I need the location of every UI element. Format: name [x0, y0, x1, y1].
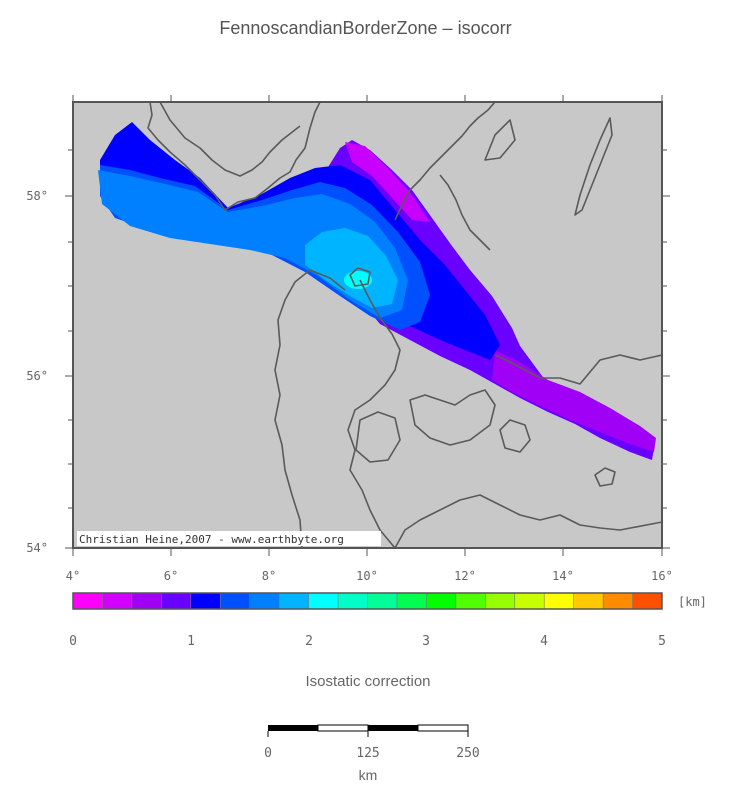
scale-bar: 0 125 250 km	[264, 724, 480, 783]
coast-oland	[574, 117, 613, 216]
longitude-labels: 4° 6° 8° 10° 12° 14° 16°	[66, 569, 673, 583]
isocorr-field	[98, 122, 656, 460]
map-title: FennoscandianBorderZone – isocorr	[219, 18, 512, 38]
field-sky-blue	[305, 228, 398, 308]
colorbar-tick-5: 5	[658, 634, 666, 649]
lat-label-58: 58°	[26, 189, 48, 203]
colorbar-swatch	[396, 593, 427, 609]
map-frame	[72, 101, 663, 549]
coast-funen	[355, 411, 401, 463]
lon-label-10: 10°	[356, 569, 378, 583]
colorbar-swatch	[249, 593, 280, 609]
scale-tick-125: 125	[356, 746, 379, 761]
colorbar-frame	[72, 592, 663, 610]
colorbar-swatch	[426, 593, 457, 609]
colorbar-tick-2: 2	[305, 634, 313, 649]
lon-label-14: 14°	[552, 569, 574, 583]
latitude-labels: 58° 56° 54°	[26, 189, 48, 555]
field-magenta-tip	[345, 142, 430, 222]
colorbar-swatch	[455, 593, 486, 609]
colorbar-tick-1: 1	[187, 634, 195, 649]
colorbar-swatch	[573, 593, 604, 609]
colorbar-swatch	[367, 593, 398, 609]
colorbar-swatch	[338, 593, 368, 609]
colorbar-swatch	[279, 593, 310, 609]
credit-text: Christian Heine,2007 - www.earthbyte.org	[79, 533, 344, 546]
colorbar-tick-4: 4	[540, 634, 548, 649]
field-violet-tail	[492, 350, 656, 452]
coast-sweden-lakes	[439, 174, 491, 251]
lat-label-56: 56°	[26, 369, 48, 383]
coast-gotland	[484, 119, 516, 161]
colorbar-ticks: 0 1 2 3 4 5	[69, 634, 666, 649]
colorbar-label: Isostatic correction	[305, 673, 430, 690]
scale-segment-3	[368, 725, 418, 731]
colorbar-swatch	[632, 593, 663, 609]
map-panel: Christian Heine,2007 - www.earthbyte.org	[65, 95, 670, 556]
lon-label-12: 12°	[454, 569, 476, 583]
scale-unit: km	[359, 767, 378, 783]
colorbar: [km] 0 1 2 3 4 5 Isostatic correction	[69, 592, 707, 690]
coast-sweden-south	[494, 354, 663, 385]
colorbar-swatch	[131, 593, 162, 609]
colorbar-swatch	[73, 593, 103, 609]
coast-rugen	[499, 419, 531, 453]
colorbar-swatch	[514, 593, 545, 609]
credit-box	[77, 531, 381, 546]
colorbar-swatch	[102, 593, 133, 609]
colorbar-tick-3: 3	[422, 634, 430, 649]
coastlines	[147, 101, 663, 549]
coast-norway	[147, 101, 321, 211]
coast-sweden-west	[394, 101, 496, 221]
scale-tick-250: 250	[456, 746, 479, 761]
coast-norway-inlet	[159, 101, 301, 177]
colorbar-swatch	[544, 593, 575, 609]
lat-label-54: 54°	[26, 541, 48, 555]
colorbar-unit: [km]	[678, 595, 707, 609]
colorbar-swatch	[161, 593, 192, 609]
coast-denmark-east	[347, 279, 401, 549]
colorbar-swatches	[73, 593, 663, 609]
lon-label-6: 6°	[164, 569, 178, 583]
scale-segment-2	[317, 724, 369, 732]
coast-denmark-jutland	[274, 269, 346, 549]
colorbar-swatch	[190, 593, 221, 609]
colorbar-swatch	[220, 593, 251, 609]
scale-segment-4	[417, 724, 469, 732]
coast-zealand	[409, 389, 496, 446]
colorbar-tick-0: 0	[69, 634, 77, 649]
coast-germany-baltic	[394, 494, 663, 549]
coast-kattegat-island	[349, 267, 371, 287]
coast-bornholm	[594, 467, 616, 487]
scale-tick-0: 0	[264, 746, 272, 761]
lon-label-16: 16°	[651, 569, 673, 583]
colorbar-swatch	[308, 593, 339, 609]
colorbar-swatch	[485, 593, 516, 609]
lon-label-8: 8°	[262, 569, 276, 583]
lon-label-4: 4°	[66, 569, 80, 583]
colorbar-swatch	[603, 593, 634, 609]
scale-segment-1	[268, 725, 318, 731]
